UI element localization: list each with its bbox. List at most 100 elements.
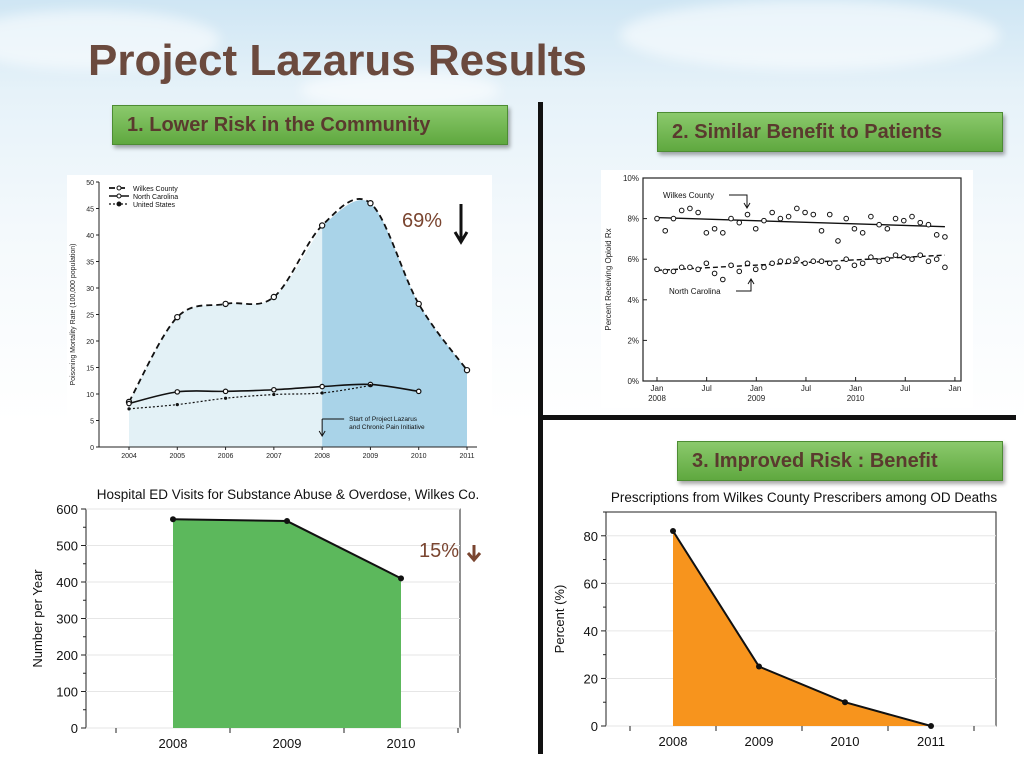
mortality-change-label: 69%: [402, 210, 442, 233]
chart-title: Hospital ED Visits for Substance Abuse &…: [97, 487, 479, 502]
y-tick-label: 5: [90, 419, 94, 426]
x-tick-label: 2008: [159, 736, 188, 751]
data-point: [893, 253, 898, 258]
start-annotation-text: Start of Project Lazarus: [349, 416, 418, 423]
y-tick-label: 6%: [627, 255, 639, 264]
data-point: [320, 384, 324, 388]
data-point: [398, 575, 404, 581]
data-point: [223, 389, 227, 393]
data-point: [756, 664, 762, 670]
x-tick-label: Jan: [948, 384, 961, 393]
data-point: [811, 259, 816, 264]
ed-visits-chart: Hospital ED Visits for Substance Abuse &…: [28, 485, 498, 755]
y-tick-label: 8%: [627, 215, 639, 224]
opioid-rx-chart: 0%2%4%6%8%10%Jan2008Jul Jan2009Jul Jan2010…: [601, 170, 973, 408]
data-point: [655, 267, 660, 272]
data-point: [745, 261, 750, 266]
data-point: [368, 201, 373, 206]
page-title: Project Lazarus Results: [88, 36, 587, 86]
pre-period-shade: [129, 225, 322, 447]
data-point: [670, 528, 676, 534]
data-point: [885, 226, 890, 231]
data-point: [795, 206, 800, 211]
series-callout-line: [729, 195, 747, 207]
horizontal-divider: [540, 415, 1016, 420]
x-tick-label: 2010: [411, 453, 427, 460]
data-point: [762, 218, 767, 223]
y-tick-label: 4%: [627, 296, 639, 305]
y-axis-label: Poisoning Mortality Rate (100,000 popula…: [70, 243, 77, 385]
x-tick-label: 2010: [387, 736, 416, 751]
data-point: [934, 257, 939, 262]
data-point: [819, 228, 824, 233]
y-tick-label: 0: [591, 719, 598, 734]
x-tick-label: Jan: [750, 384, 763, 393]
data-point: [819, 259, 824, 264]
data-point: [704, 231, 709, 236]
ed-change-value: 15%: [419, 540, 459, 562]
data-point: [934, 233, 939, 238]
y-tick-label: 15: [86, 366, 94, 373]
data-point: [753, 226, 758, 231]
data-point: [170, 516, 176, 522]
y-tick-label: 0: [90, 445, 94, 452]
mortality-change-value: 69%: [402, 210, 442, 232]
y-tick-label: 20: [584, 671, 598, 686]
data-point: [778, 216, 783, 221]
y-tick-label: 20: [86, 339, 94, 346]
y-axis-label: Percent Receiving Opioid Rx: [604, 228, 613, 330]
data-point: [655, 216, 660, 221]
data-point: [272, 388, 276, 392]
data-point: [869, 255, 874, 260]
x-tick-label: Jul: [801, 384, 811, 393]
y-tick-label: 30: [86, 286, 94, 293]
data-point: [696, 267, 701, 272]
series-callout-line: [736, 280, 751, 291]
data-point: [688, 206, 693, 211]
y-tick-label: 45: [86, 207, 94, 214]
data-point: [176, 403, 179, 406]
down-arrow-icon: [466, 544, 482, 562]
series-label-wilkes: Wilkes County: [663, 191, 714, 200]
post-period-shade: [322, 200, 467, 447]
data-point: [712, 271, 717, 276]
x-tick-label: 2009: [363, 453, 379, 460]
data-point: [224, 397, 227, 400]
data-point: [852, 226, 857, 231]
data-point: [464, 368, 469, 373]
data-point: [893, 216, 898, 221]
data-point: [127, 401, 131, 405]
data-point: [860, 261, 865, 266]
ed-change-label: 15%: [419, 540, 459, 563]
data-point: [223, 301, 228, 306]
data-point: [918, 220, 923, 225]
od-prescriptions-chart: Prescriptions from Wilkes County Prescri…: [548, 488, 1018, 758]
data-point: [721, 231, 726, 236]
legend-label: North Carolina: [133, 194, 178, 201]
data-point: [679, 208, 684, 213]
start-annotation-text: and Chronic Pain Initiative: [349, 424, 425, 431]
data-point: [175, 315, 180, 320]
x-tick-label: 2011: [917, 734, 945, 749]
legend-marker: [117, 194, 121, 198]
data-point: [943, 265, 948, 270]
data-point: [852, 263, 857, 268]
data-point: [943, 235, 948, 240]
data-point: [417, 389, 421, 393]
y-tick-label: 35: [86, 260, 94, 267]
x-tick-label: 2005: [169, 453, 185, 460]
data-point: [910, 257, 915, 262]
data-point: [885, 257, 890, 262]
series-label-nc: North Carolina: [669, 287, 721, 296]
x-tick-label: 2008: [659, 734, 688, 749]
legend-marker: [117, 186, 121, 190]
data-point: [844, 257, 849, 262]
data-point: [877, 222, 882, 227]
x-tick-label: 2010: [831, 734, 860, 749]
data-point: [786, 259, 791, 264]
chart-title: Prescriptions from Wilkes County Prescri…: [611, 490, 998, 505]
data-point: [778, 259, 783, 264]
data-point: [729, 263, 734, 268]
data-point: [721, 277, 726, 282]
data-point: [737, 220, 742, 225]
